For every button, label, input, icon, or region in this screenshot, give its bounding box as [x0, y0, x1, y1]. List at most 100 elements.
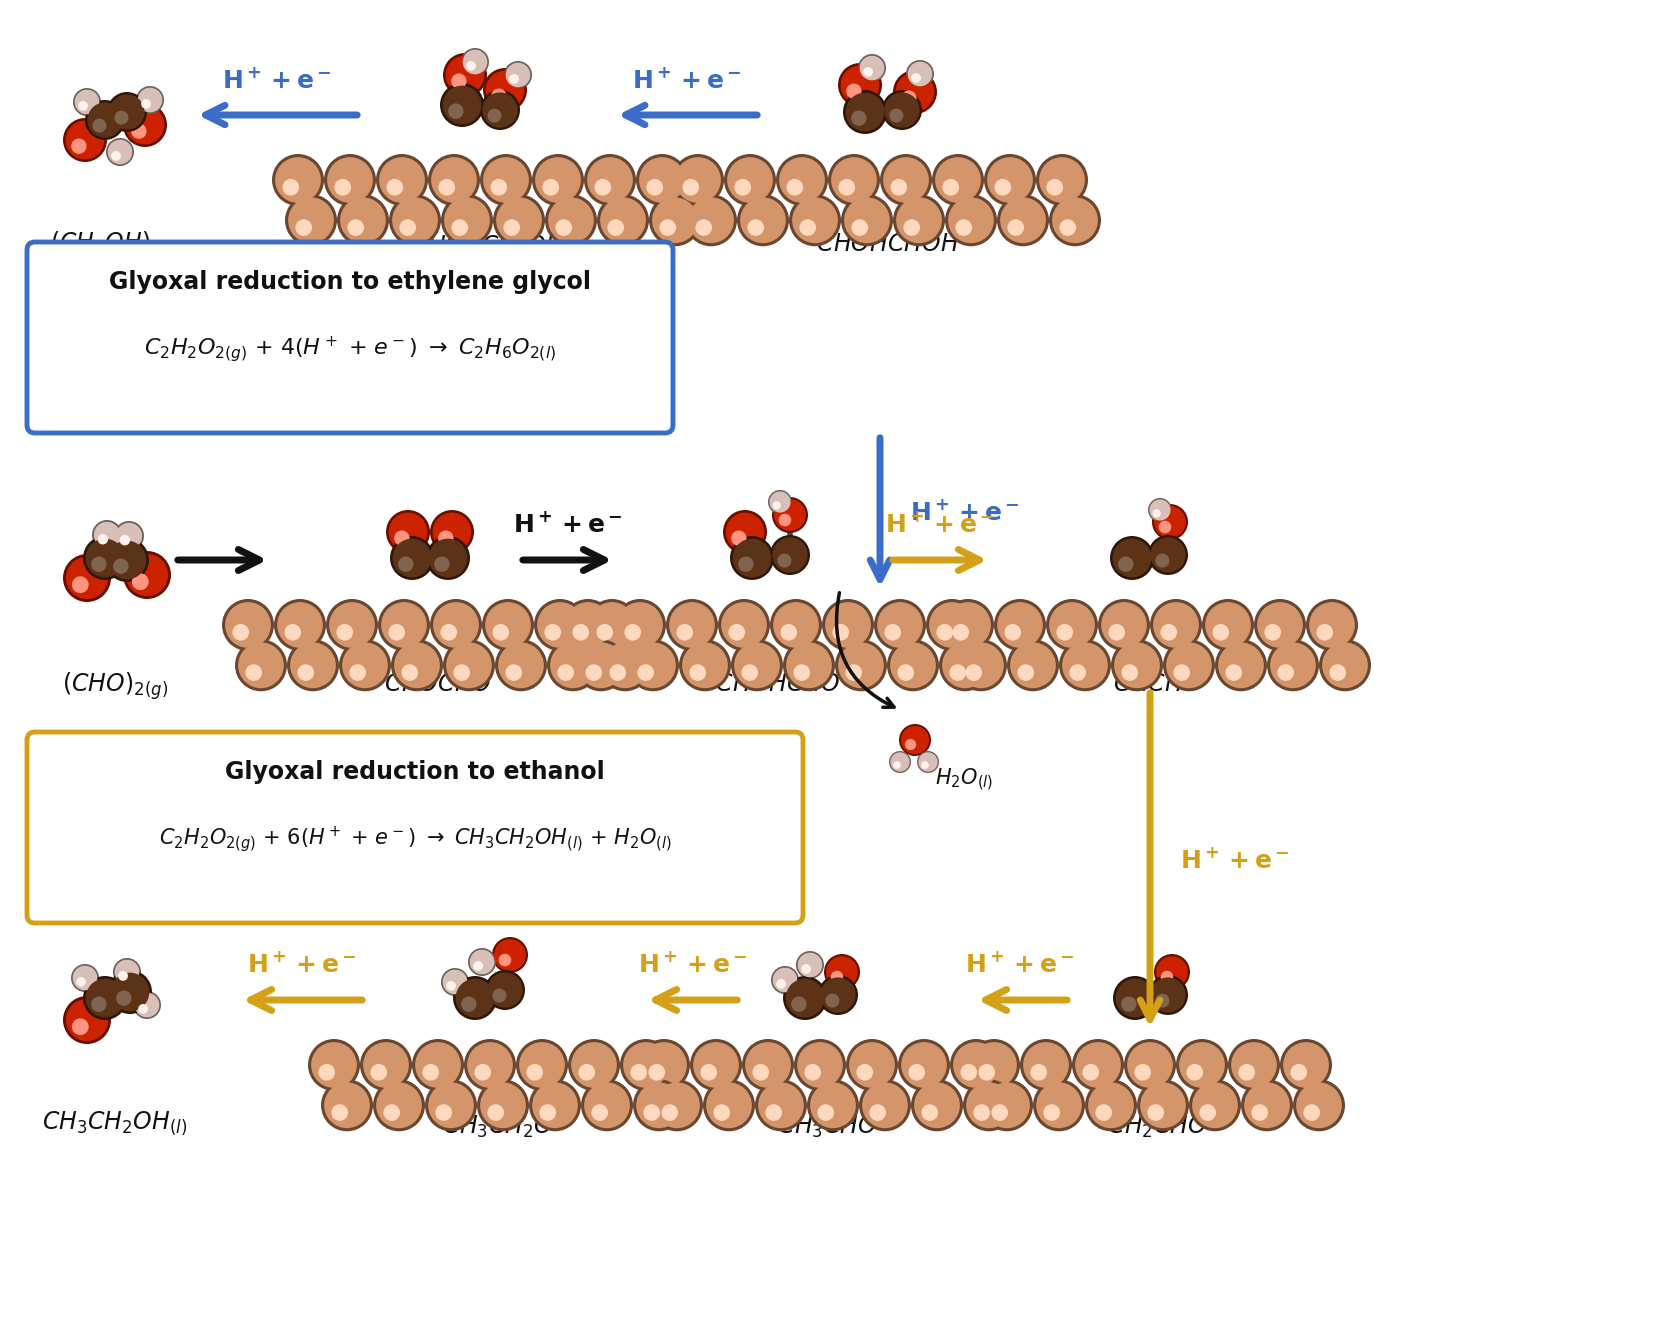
Circle shape — [1035, 154, 1088, 206]
Circle shape — [724, 154, 776, 206]
Circle shape — [840, 66, 880, 104]
Circle shape — [311, 1043, 357, 1087]
Circle shape — [829, 154, 880, 206]
Circle shape — [375, 1082, 422, 1128]
Circle shape — [638, 1039, 690, 1091]
Circle shape — [529, 1079, 581, 1131]
Text: $^*CHCHO$: $^*CHCHO$ — [1098, 670, 1202, 697]
Circle shape — [399, 219, 417, 236]
Circle shape — [509, 74, 519, 84]
Circle shape — [617, 602, 663, 648]
Circle shape — [954, 639, 1007, 692]
Circle shape — [602, 642, 648, 688]
Circle shape — [1150, 598, 1202, 651]
Circle shape — [997, 602, 1044, 648]
Circle shape — [245, 664, 261, 681]
Circle shape — [830, 971, 844, 983]
Circle shape — [597, 194, 648, 246]
Circle shape — [86, 979, 124, 1017]
Circle shape — [73, 88, 101, 116]
Circle shape — [288, 198, 334, 244]
Text: $(CH_2OH)_{2(l)}$: $(CH_2OH)_{2(l)}$ — [50, 231, 180, 258]
Circle shape — [428, 1082, 475, 1128]
Circle shape — [422, 1064, 438, 1081]
Circle shape — [481, 598, 534, 651]
Circle shape — [1121, 996, 1136, 1012]
Circle shape — [392, 198, 438, 244]
Text: $C_2H_2O_{2(g)}$ + 4$(H^+$ + $e^-)$ $\rightarrow$ $C_2H_6O_{2(l)}$: $C_2H_2O_{2(g)}$ + 4$(H^+$ + $e^-)$ $\ri… — [144, 335, 556, 365]
Circle shape — [71, 963, 99, 992]
Circle shape — [825, 602, 872, 648]
Circle shape — [804, 1064, 820, 1081]
Circle shape — [1045, 598, 1098, 651]
Circle shape — [1116, 979, 1154, 1017]
Circle shape — [695, 219, 711, 236]
Text: $CH_3CH_2OH_{(l)}$: $CH_3CH_2OH_{(l)}$ — [43, 1110, 187, 1137]
Circle shape — [1052, 198, 1098, 244]
Circle shape — [486, 71, 524, 109]
Circle shape — [779, 157, 825, 203]
Circle shape — [1110, 536, 1154, 580]
Circle shape — [579, 1064, 595, 1081]
Circle shape — [1148, 975, 1188, 1015]
Circle shape — [994, 598, 1045, 651]
Circle shape — [111, 152, 121, 161]
Circle shape — [271, 154, 324, 206]
Circle shape — [1047, 179, 1064, 195]
Circle shape — [852, 219, 868, 236]
Circle shape — [728, 623, 744, 641]
Circle shape — [1154, 954, 1189, 990]
Circle shape — [465, 1039, 516, 1091]
Circle shape — [289, 642, 336, 688]
Circle shape — [943, 598, 994, 651]
Circle shape — [1135, 1064, 1151, 1081]
Text: $^*CH_3CH_2O$: $^*CH_3CH_2O$ — [427, 1110, 552, 1141]
Circle shape — [546, 194, 597, 246]
Circle shape — [496, 198, 543, 244]
Circle shape — [681, 642, 728, 688]
Circle shape — [858, 1079, 911, 1131]
Circle shape — [284, 194, 337, 246]
Circle shape — [758, 1082, 804, 1128]
Circle shape — [792, 198, 839, 244]
Circle shape — [1173, 664, 1189, 681]
Circle shape — [126, 554, 169, 596]
Circle shape — [288, 639, 339, 692]
Circle shape — [324, 154, 375, 206]
Circle shape — [670, 602, 715, 648]
Circle shape — [296, 219, 313, 236]
Circle shape — [1227, 1039, 1280, 1091]
Circle shape — [73, 966, 98, 990]
Circle shape — [839, 63, 882, 107]
Circle shape — [461, 996, 476, 1012]
Circle shape — [1115, 642, 1159, 688]
Text: $(CHO)_{2(g)}$: $(CHO)_{2(g)}$ — [61, 670, 169, 701]
Circle shape — [885, 623, 901, 641]
Circle shape — [443, 970, 468, 994]
Circle shape — [1136, 1079, 1189, 1131]
Circle shape — [791, 996, 807, 1012]
Circle shape — [349, 664, 366, 681]
Circle shape — [448, 103, 463, 119]
Circle shape — [122, 551, 170, 598]
Circle shape — [633, 1079, 685, 1131]
Circle shape — [638, 157, 685, 203]
Circle shape — [238, 642, 284, 688]
Circle shape — [1153, 602, 1199, 648]
Circle shape — [738, 194, 789, 246]
Circle shape — [394, 642, 440, 688]
Circle shape — [890, 753, 910, 771]
Circle shape — [911, 1079, 963, 1131]
Circle shape — [547, 198, 594, 244]
Circle shape — [543, 179, 559, 195]
Circle shape — [921, 1104, 938, 1120]
Circle shape — [1186, 1064, 1202, 1081]
Circle shape — [112, 958, 141, 986]
Circle shape — [771, 966, 799, 994]
Circle shape — [298, 664, 314, 681]
Circle shape — [1059, 639, 1111, 692]
Circle shape — [442, 194, 493, 246]
Circle shape — [880, 154, 931, 206]
Circle shape — [729, 536, 774, 580]
Circle shape — [112, 559, 129, 573]
